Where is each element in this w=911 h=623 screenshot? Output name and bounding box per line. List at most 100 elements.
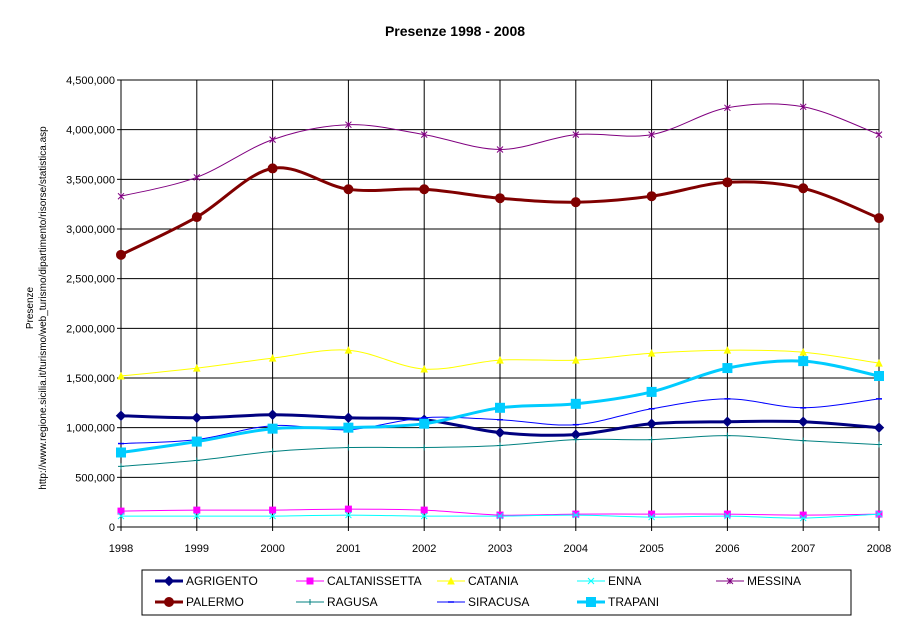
data-point-ragusa <box>572 436 579 443</box>
data-point-messina <box>875 131 883 138</box>
data-point-catania <box>117 371 125 380</box>
data-point-palermo <box>798 183 809 194</box>
data-point-trapani <box>116 447 126 458</box>
data-point-caltanissetta <box>117 507 125 515</box>
y-tick-label: 4,000,000 <box>66 125 115 137</box>
series-messina <box>117 103 883 200</box>
legend-label: TRAPANI <box>608 595 659 609</box>
data-point-enna <box>572 511 580 519</box>
x-tick-label: 2008 <box>867 543 891 555</box>
legend-box <box>141 569 852 616</box>
data-point-enna <box>648 513 655 521</box>
data-point-trapani <box>419 418 430 429</box>
legend-label: SIRACUSA <box>468 595 529 609</box>
data-point-palermo <box>116 249 126 260</box>
data-point-caltanissetta <box>344 505 352 513</box>
data-point-caltanissetta <box>496 511 504 519</box>
series-enna <box>117 510 883 522</box>
data-point-enna <box>269 512 276 520</box>
data-point-agrigento <box>797 416 809 427</box>
data-point-enna <box>496 512 504 520</box>
x-tick-label: 2004 <box>564 543 588 555</box>
data-point-ragusa <box>269 448 276 455</box>
legend-item-enna: ENNA <box>577 574 641 588</box>
legend-swatch-marker <box>306 577 314 585</box>
data-point-palermo <box>267 163 278 174</box>
chart-title: Presenze 1998 - 2008 <box>385 23 525 39</box>
data-point-ragusa <box>648 436 655 443</box>
x-tick-label: 2007 <box>791 543 815 555</box>
legend-item-messina: MESSINA <box>716 574 801 588</box>
legend-item-palermo: PALERMO <box>155 595 244 609</box>
legend-label: RAGUSA <box>327 595 378 609</box>
data-point-catania <box>268 354 277 362</box>
data-point-catania <box>420 364 429 373</box>
data-point-agrigento <box>191 412 203 423</box>
data-point-trapani <box>722 363 733 374</box>
data-point-palermo <box>419 184 430 195</box>
data-point-messina <box>496 146 504 153</box>
legend-swatch-marker <box>587 577 595 585</box>
data-point-agrigento <box>267 409 278 420</box>
data-point-enna <box>799 514 807 522</box>
data-point-trapani <box>874 371 884 382</box>
legend-swatch-marker <box>726 577 734 585</box>
legend-item-caltanissetta: CALTANISSETTA <box>296 574 422 588</box>
legend: AGRIGENTO CALTANISSETTA CATANIA ENNA MESSINA… <box>141 569 852 616</box>
data-point-trapani <box>267 423 278 434</box>
data-point-catania <box>571 356 580 364</box>
legend-item-agrigento: AGRIGENTO <box>155 574 258 588</box>
data-point-agrigento <box>722 416 733 427</box>
data-point-trapani <box>646 386 657 397</box>
y-tick-label: 500,000 <box>75 472 115 484</box>
data-point-messina <box>345 121 352 129</box>
series-catania <box>117 346 883 380</box>
data-point-messina <box>193 173 201 181</box>
data-point-trapani <box>798 356 809 367</box>
series-palermo <box>116 163 884 260</box>
legend-label: CALTANISSETTA <box>327 574 422 588</box>
data-point-messina <box>117 192 125 200</box>
data-point-ragusa <box>118 463 124 470</box>
data-point-catania <box>192 363 201 372</box>
y-tick-label: 2,000,000 <box>66 323 115 335</box>
data-point-ragusa <box>876 441 882 448</box>
legend-label: ENNA <box>608 574 641 588</box>
x-tick-label: 2006 <box>715 543 739 555</box>
data-point-enna <box>193 512 201 520</box>
data-point-caltanissetta <box>723 510 731 518</box>
legend-item-catania: CATANIA <box>437 574 518 588</box>
legend-swatch-marker <box>447 576 455 585</box>
data-point-trapani <box>191 436 202 447</box>
y-tick-label: 3,500,000 <box>66 174 115 186</box>
legend-item-siracusa: SIRACUSA <box>437 595 529 609</box>
data-point-messina <box>420 131 428 138</box>
data-point-palermo <box>874 213 884 224</box>
data-point-catania <box>496 356 504 364</box>
data-point-messina <box>724 104 731 112</box>
legend-label: MESSINA <box>747 574 801 588</box>
gridlines <box>121 79 880 527</box>
legend-item-trapani: TRAPANI <box>577 595 659 609</box>
legend-label: PALERMO <box>186 595 244 609</box>
data-point-ragusa <box>193 457 200 464</box>
data-point-enna <box>724 512 731 520</box>
data-point-palermo <box>495 193 505 204</box>
data-point-enna <box>345 511 352 519</box>
x-tick-label: 2001 <box>336 543 360 555</box>
data-point-agrigento <box>494 427 506 438</box>
data-point-caltanissetta <box>572 510 580 518</box>
x-tick-label: 1999 <box>185 543 209 555</box>
data-point-agrigento <box>115 410 127 421</box>
series-agrigento <box>115 409 885 440</box>
data-point-caltanissetta <box>420 506 428 514</box>
series-group <box>115 103 885 522</box>
y-axis-label: Presenze <box>25 286 36 329</box>
data-point-palermo <box>570 197 581 208</box>
x-tick-label: 2002 <box>412 543 436 555</box>
y-tick-label: 3,000,000 <box>66 224 115 236</box>
legend-swatch-marker <box>307 599 313 605</box>
data-point-enna <box>875 510 883 518</box>
legend-swatch-marker <box>163 575 175 587</box>
